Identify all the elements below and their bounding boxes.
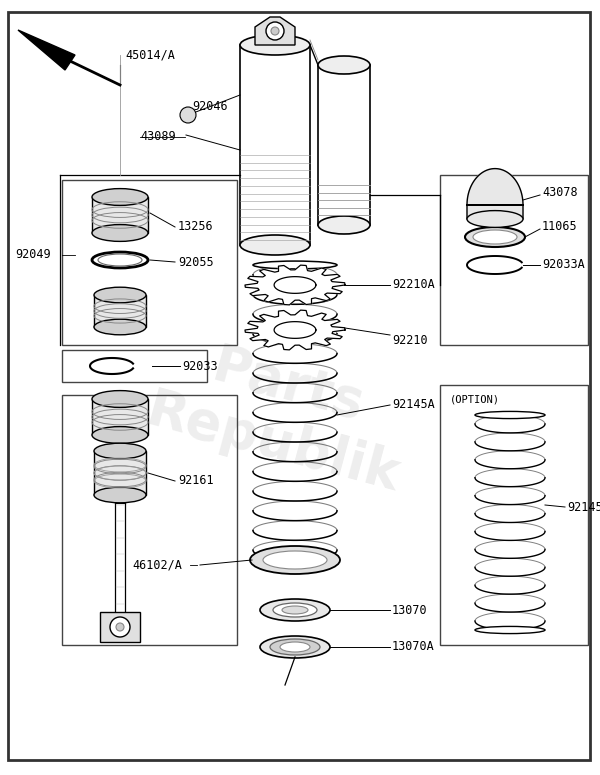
Text: 43078: 43078 — [542, 187, 578, 199]
Text: 13070A: 13070A — [392, 640, 435, 653]
Ellipse shape — [282, 606, 308, 614]
Text: (OPTION): (OPTION) — [450, 395, 500, 405]
Ellipse shape — [94, 319, 146, 335]
Ellipse shape — [270, 639, 320, 655]
Ellipse shape — [98, 254, 142, 266]
Polygon shape — [255, 17, 295, 45]
Ellipse shape — [94, 443, 146, 459]
Bar — [62, 350, 207, 382]
Text: 43089: 43089 — [140, 130, 176, 143]
Polygon shape — [245, 310, 345, 350]
Text: 92210: 92210 — [392, 335, 428, 347]
Polygon shape — [274, 277, 316, 294]
Bar — [440, 385, 588, 645]
Ellipse shape — [280, 642, 310, 652]
Ellipse shape — [260, 636, 330, 658]
Ellipse shape — [92, 252, 148, 268]
Circle shape — [180, 107, 196, 123]
Ellipse shape — [475, 412, 545, 419]
Circle shape — [266, 22, 284, 40]
Text: 11065: 11065 — [542, 221, 578, 233]
Ellipse shape — [473, 230, 517, 244]
Text: 92046: 92046 — [192, 101, 227, 113]
Ellipse shape — [92, 188, 148, 205]
Ellipse shape — [318, 56, 370, 74]
Bar — [92, 399, 148, 435]
Text: 92033: 92033 — [182, 360, 218, 373]
Bar — [62, 395, 237, 645]
Ellipse shape — [94, 487, 146, 503]
Ellipse shape — [92, 426, 148, 443]
Polygon shape — [18, 30, 75, 70]
Ellipse shape — [253, 556, 337, 564]
Text: 45014/A: 45014/A — [125, 49, 175, 61]
Circle shape — [116, 623, 124, 631]
Ellipse shape — [240, 235, 310, 255]
Ellipse shape — [92, 391, 148, 408]
Text: 13070: 13070 — [392, 604, 428, 616]
Text: 46102/A: 46102/A — [132, 559, 182, 571]
Ellipse shape — [467, 211, 523, 227]
Circle shape — [271, 27, 279, 35]
Ellipse shape — [263, 551, 327, 569]
Text: 92145/B: 92145/B — [567, 501, 600, 514]
Ellipse shape — [92, 225, 148, 241]
Text: 92210A: 92210A — [392, 278, 435, 291]
Ellipse shape — [465, 227, 525, 247]
Ellipse shape — [318, 216, 370, 234]
Text: Parts
Republik: Parts Republik — [140, 327, 420, 503]
Text: 92145A: 92145A — [392, 398, 435, 412]
Ellipse shape — [273, 603, 317, 617]
Bar — [94, 295, 146, 327]
Bar — [94, 451, 146, 495]
Text: 92161: 92161 — [178, 474, 214, 487]
Ellipse shape — [240, 35, 310, 55]
Ellipse shape — [253, 261, 337, 269]
Text: 92055: 92055 — [178, 256, 214, 268]
Text: 92033A: 92033A — [542, 259, 585, 271]
Polygon shape — [245, 265, 345, 305]
Bar — [62, 180, 237, 345]
Ellipse shape — [250, 546, 340, 574]
Polygon shape — [274, 322, 316, 339]
Text: 13256: 13256 — [178, 221, 214, 233]
Ellipse shape — [260, 599, 330, 621]
Bar — [100, 612, 140, 642]
Ellipse shape — [94, 288, 146, 303]
Circle shape — [110, 617, 130, 637]
Bar — [440, 175, 588, 345]
Ellipse shape — [475, 626, 545, 634]
Bar — [92, 197, 148, 233]
Text: 92049: 92049 — [15, 249, 50, 261]
Polygon shape — [467, 169, 523, 219]
